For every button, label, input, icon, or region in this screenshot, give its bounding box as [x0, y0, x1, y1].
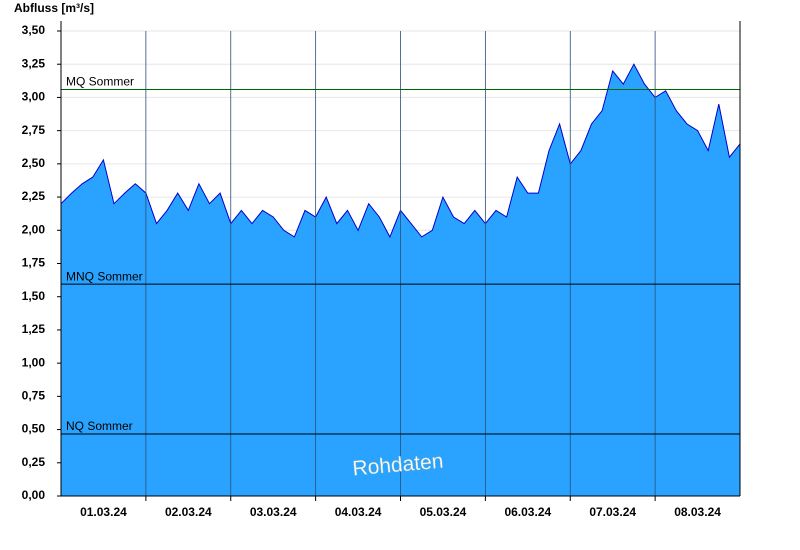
y-tick-label: 2,50: [22, 156, 46, 170]
x-tick-label: 02.03.24: [165, 505, 212, 519]
x-tick-label: 05.03.24: [420, 505, 467, 519]
y-axis-label: Abfluss [m³/s]: [14, 1, 94, 15]
y-tick-label: 3,25: [22, 56, 46, 70]
y-tick-label: 2,00: [22, 222, 46, 236]
y-tick-label: 2,75: [22, 123, 46, 137]
y-tick-label: 1,75: [22, 256, 46, 270]
y-tick-label: 0,00: [22, 488, 46, 502]
x-tick-label: 07.03.24: [589, 505, 636, 519]
x-tick-label: 06.03.24: [504, 505, 551, 519]
reference-label: MQ Sommer: [66, 75, 134, 89]
reference-label: NQ Sommer: [66, 419, 133, 433]
y-tick-label: 1,50: [22, 289, 46, 303]
y-tick-label: 0,50: [22, 422, 46, 436]
y-tick-label: 3,50: [22, 23, 46, 37]
y-tick-label: 3,00: [22, 90, 46, 104]
x-tick-label: 03.03.24: [250, 505, 297, 519]
x-tick-label: 01.03.24: [80, 505, 127, 519]
reference-label: MNQ Sommer: [66, 269, 143, 283]
y-tick-label: 0,25: [22, 455, 46, 469]
x-tick-label: 08.03.24: [674, 505, 721, 519]
y-tick-label: 2,25: [22, 189, 46, 203]
y-tick-label: 1,25: [22, 322, 46, 336]
x-tick-label: 04.03.24: [335, 505, 382, 519]
y-tick-label: 0,75: [22, 389, 46, 403]
y-tick-label: 1,00: [22, 355, 46, 369]
